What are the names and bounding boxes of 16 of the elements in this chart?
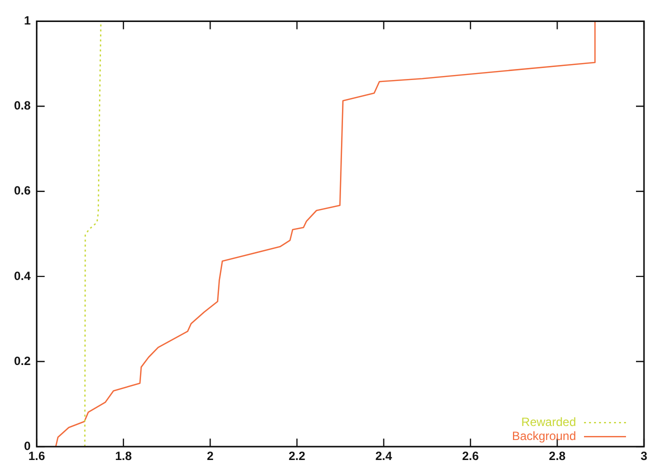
x-tick-label: 2 [206,449,214,464]
legend-label: Rewarded [521,414,576,429]
x-tick-label: 2.6 [462,449,480,464]
x-tick-label: 2.2 [288,449,306,464]
y-tick-label: 1 [24,14,31,28]
legend-label: Background [512,428,576,443]
x-tick-label: 1.6 [28,449,46,464]
x-tick-label: 2.4 [375,449,392,464]
y-tick-label: 0.8 [14,98,31,113]
y-tick-label: 0.4 [14,268,31,283]
x-tick-label: 1.8 [115,449,132,464]
y-tick-label: 0 [24,438,31,453]
y-tick-label: 0.2 [14,354,31,368]
x-tick-label: 3 [640,449,648,464]
y-tick-label: 0.6 [14,184,31,198]
x-tick-label: 2.8 [548,449,566,464]
